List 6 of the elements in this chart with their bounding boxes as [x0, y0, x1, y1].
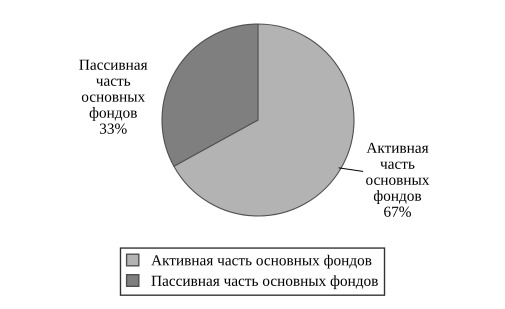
slice-label: Пассивная часть основных фондов	[79, 60, 148, 121]
data-label: 67%	[384, 206, 411, 217]
legend-label: Активная часть основных фондов	[151, 254, 372, 269]
legend-label: Пассивная часть основных фондов	[151, 275, 378, 290]
slice-label: Активная часть основных фондов	[366, 142, 430, 204]
data-label: 33%	[100, 123, 127, 134]
